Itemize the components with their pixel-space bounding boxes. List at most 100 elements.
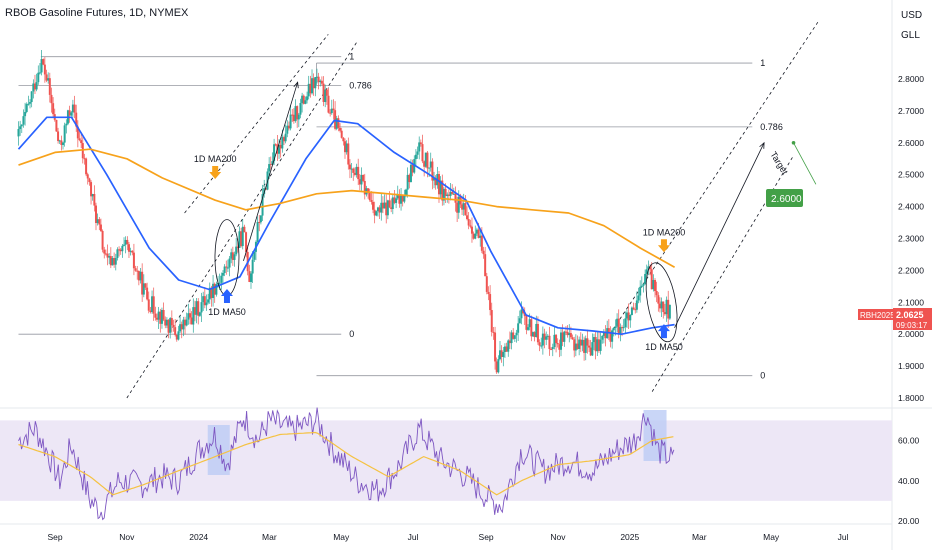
- rsi-tick-label: 40.00: [898, 476, 920, 486]
- candle-body: [207, 299, 210, 303]
- candle-body: [259, 215, 262, 223]
- candle-body: [88, 178, 91, 183]
- candle-body: [533, 332, 536, 338]
- candle-body: [119, 249, 122, 252]
- candle-body: [156, 317, 159, 320]
- candle-body: [540, 345, 543, 347]
- candle-body: [492, 331, 495, 333]
- candle-body: [157, 311, 160, 320]
- candle-body: [177, 331, 180, 340]
- candle-body: [657, 295, 660, 304]
- candle-body: [223, 266, 226, 273]
- candle-body: [24, 111, 27, 117]
- candle-body: [637, 295, 640, 301]
- candle-body: [268, 164, 271, 172]
- candle-body: [104, 253, 107, 255]
- candle-body: [342, 137, 345, 142]
- price-tag-bg: [893, 308, 932, 330]
- candle-body: [622, 327, 625, 329]
- candle-body: [264, 188, 267, 190]
- candle-body: [555, 334, 558, 343]
- unit-label[interactable]: GLL: [901, 30, 920, 41]
- candle-body: [301, 95, 304, 104]
- candle-body: [541, 333, 544, 346]
- candle-body: [340, 130, 343, 138]
- candle-body: [78, 138, 81, 141]
- candle-body: [494, 332, 497, 362]
- candles: [17, 50, 671, 374]
- candle-body: [367, 188, 370, 193]
- candle-body: [446, 194, 449, 196]
- candle-body: [159, 311, 162, 324]
- ma-annotation-label: 1D MA200: [643, 227, 686, 237]
- candle-body: [212, 283, 215, 299]
- candle-body: [558, 344, 561, 350]
- currency-label[interactable]: USD: [901, 10, 922, 21]
- candle-body: [474, 233, 477, 239]
- candle-body: [632, 307, 635, 310]
- candle-body: [62, 142, 65, 145]
- candle-body: [654, 280, 657, 292]
- candle-body: [136, 270, 139, 272]
- candle-body: [48, 78, 51, 95]
- candle-body: [363, 180, 366, 195]
- candle-body: [649, 266, 652, 270]
- candle-body: [187, 313, 190, 320]
- candle-body: [123, 244, 126, 246]
- target-line: [793, 142, 817, 185]
- candle-body: [515, 332, 518, 336]
- candle-body: [76, 126, 79, 139]
- candle-body: [109, 256, 112, 266]
- candle-body: [337, 118, 340, 128]
- candle-body: [151, 296, 154, 312]
- candle-body: [251, 259, 254, 274]
- candle-body: [409, 164, 412, 183]
- candle-body: [256, 221, 259, 242]
- candle-body: [170, 318, 173, 326]
- candle-body: [584, 338, 587, 353]
- candle-body: [282, 137, 285, 142]
- candle-body: [258, 221, 261, 223]
- candle-body: [91, 194, 94, 197]
- candle-body: [144, 283, 147, 288]
- candle-body: [594, 337, 597, 352]
- candle-body: [345, 143, 348, 153]
- candle-body: [414, 154, 417, 160]
- candle-body: [362, 174, 365, 181]
- candle-body: [25, 104, 28, 112]
- candle-body: [86, 174, 89, 179]
- candle-body: [528, 319, 531, 328]
- candle-body: [668, 304, 671, 319]
- candle-body: [175, 334, 178, 340]
- candle-body: [17, 129, 20, 137]
- arrow-up-icon: [657, 324, 670, 339]
- candle-body: [279, 144, 282, 149]
- candle-body: [314, 77, 317, 89]
- candle-body: [327, 95, 330, 113]
- ma200-line: [18, 148, 676, 268]
- candle-body: [304, 100, 307, 104]
- candle-body: [472, 233, 475, 239]
- candle-body: [202, 296, 205, 303]
- candle-body: [75, 112, 78, 127]
- candle-body: [625, 312, 628, 319]
- candle-body: [411, 164, 414, 173]
- candle-body: [339, 127, 342, 131]
- rsi-tick-label: 20.00: [898, 516, 920, 526]
- candle-body: [535, 323, 538, 338]
- candle-body: [60, 140, 63, 145]
- y-tick-label: 2.4000: [898, 202, 924, 212]
- x-tick-label: Mar: [262, 532, 277, 542]
- candle-body: [419, 142, 422, 145]
- candle-body: [616, 318, 619, 327]
- candle-body: [30, 91, 33, 103]
- candle-body: [660, 301, 663, 309]
- candle-body: [58, 140, 61, 142]
- candle-body: [126, 239, 129, 245]
- candle-body: [452, 193, 455, 195]
- candle-body: [147, 299, 150, 311]
- candle-body: [442, 188, 445, 201]
- candle-body: [162, 309, 165, 320]
- symbol-tag-bg: [858, 309, 893, 320]
- y-tick-label: 1.9000: [898, 361, 924, 371]
